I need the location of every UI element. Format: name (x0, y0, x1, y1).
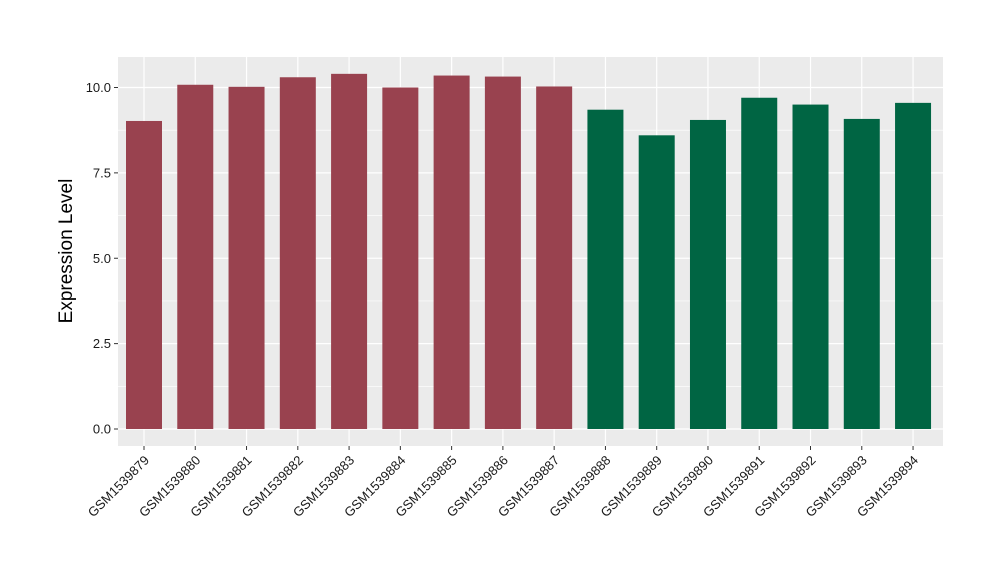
bar-GSM1539886 (484, 76, 521, 430)
y-axis: 0.0 2.5 5.0 7.5 10.0 (86, 80, 118, 437)
y-tick-label: 10.0 (86, 80, 111, 95)
y-axis-title: Expression Level (56, 179, 77, 324)
bar-GSM1539894 (895, 102, 932, 430)
bar-GSM1539891 (741, 97, 778, 430)
y-tick-label: 0.0 (93, 422, 111, 437)
bar-GSM1539888 (587, 109, 624, 429)
y-tick-label: 5.0 (93, 251, 111, 266)
bar-GSM1539885 (433, 75, 470, 430)
bar-GSM1539884 (382, 87, 419, 429)
bar-GSM1539887 (536, 86, 573, 430)
x-axis: GSM1539879GSM1539880GSM1539881GSM1539882… (85, 446, 921, 520)
bar-GSM1539890 (689, 119, 726, 429)
bar-GSM1539879 (126, 120, 162, 429)
bar-GSM1539880 (177, 84, 214, 429)
bar-GSM1539882 (279, 77, 316, 429)
bar-GSM1539881 (228, 86, 265, 429)
y-tick-label: 2.5 (93, 336, 111, 351)
bar-GSM1539892 (792, 104, 829, 429)
bar-GSM1539893 (843, 118, 880, 429)
y-tick-label: 7.5 (93, 165, 111, 180)
bars (126, 73, 932, 430)
bar-GSM1539889 (638, 135, 675, 429)
bar-GSM1539883 (331, 73, 368, 429)
